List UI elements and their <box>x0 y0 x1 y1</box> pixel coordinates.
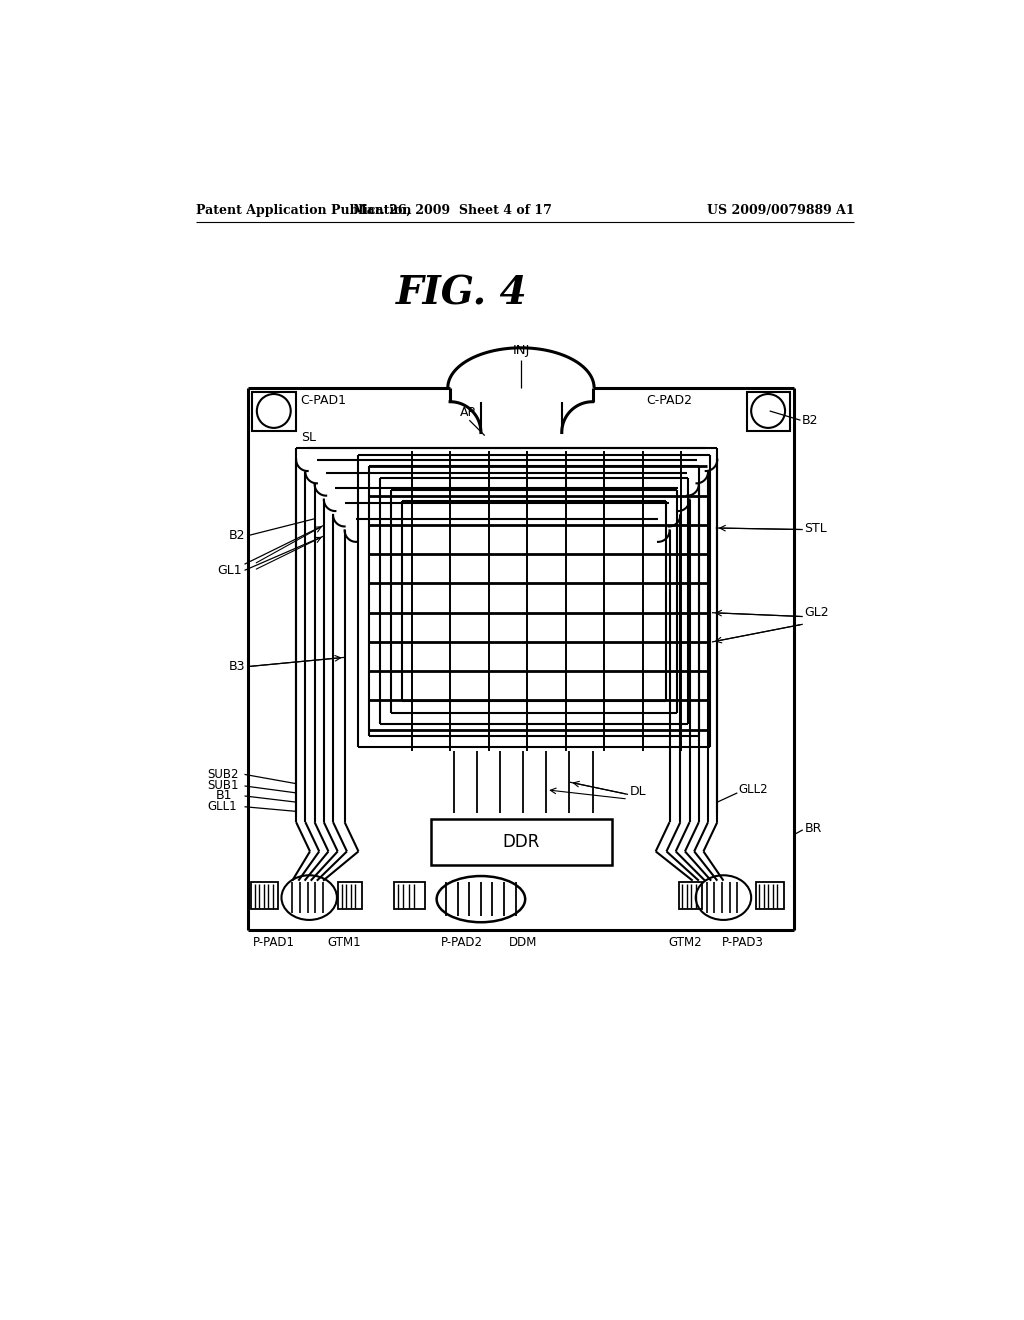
Text: DDM: DDM <box>509 936 538 949</box>
Text: STL: STL <box>804 521 827 535</box>
Text: GL2: GL2 <box>804 606 829 619</box>
Text: C-PAD1: C-PAD1 <box>300 395 346 408</box>
Text: GTM2: GTM2 <box>668 936 701 949</box>
Text: FIG. 4: FIG. 4 <box>396 275 527 312</box>
Text: SUB1: SUB1 <box>208 779 239 792</box>
Text: GLL1: GLL1 <box>208 800 238 813</box>
Text: DDR: DDR <box>502 833 540 851</box>
Text: GL1: GL1 <box>217 564 242 577</box>
Text: P-PAD1: P-PAD1 <box>253 936 295 949</box>
Text: Mar. 26, 2009  Sheet 4 of 17: Mar. 26, 2009 Sheet 4 of 17 <box>353 205 552 218</box>
Text: Patent Application Publication: Patent Application Publication <box>196 205 412 218</box>
Text: B3: B3 <box>229 660 246 673</box>
Text: P-PAD2: P-PAD2 <box>440 936 482 949</box>
Text: P-PAD3: P-PAD3 <box>722 936 764 949</box>
Text: BR: BR <box>804 822 821 834</box>
Text: B2: B2 <box>229 529 246 543</box>
Text: B1: B1 <box>215 789 231 803</box>
Text: INJ: INJ <box>512 345 529 358</box>
Text: US 2009/0079889 A1: US 2009/0079889 A1 <box>707 205 854 218</box>
Text: C-PAD2: C-PAD2 <box>646 395 692 408</box>
Text: B2: B2 <box>802 413 818 426</box>
Text: GTM1: GTM1 <box>328 936 361 949</box>
Text: AR: AR <box>460 407 477 418</box>
Text: SL: SL <box>301 430 316 444</box>
Text: DL: DL <box>630 785 646 797</box>
Text: GLL2: GLL2 <box>739 783 768 796</box>
FancyBboxPatch shape <box>431 818 611 866</box>
Text: SUB2: SUB2 <box>208 768 239 781</box>
